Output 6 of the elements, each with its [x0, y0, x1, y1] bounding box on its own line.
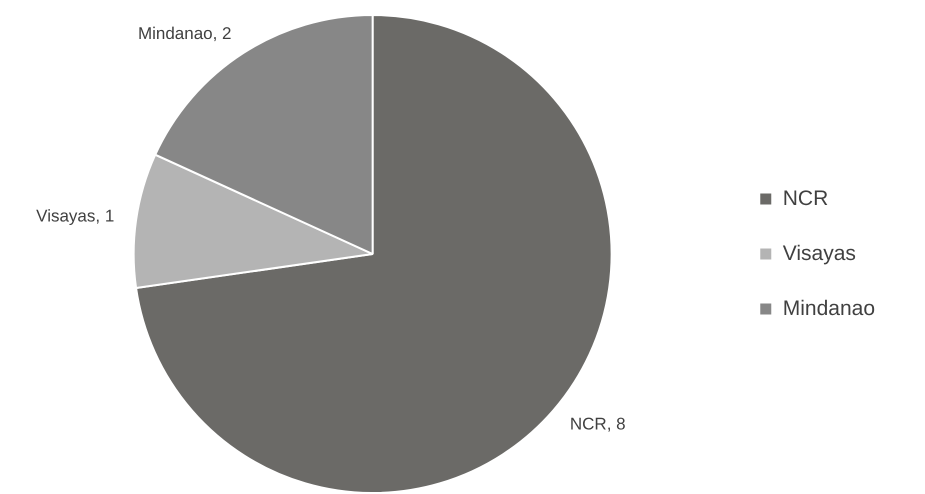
legend-label: Visayas [782, 242, 856, 265]
data-label: NCR, 8 [570, 414, 626, 434]
legend-label: NCR [782, 186, 828, 210]
data-label: Mindanao, 2 [138, 24, 232, 44]
legend-label: Mindanao [782, 296, 875, 320]
data-label: Visayas, 1 [36, 206, 114, 226]
